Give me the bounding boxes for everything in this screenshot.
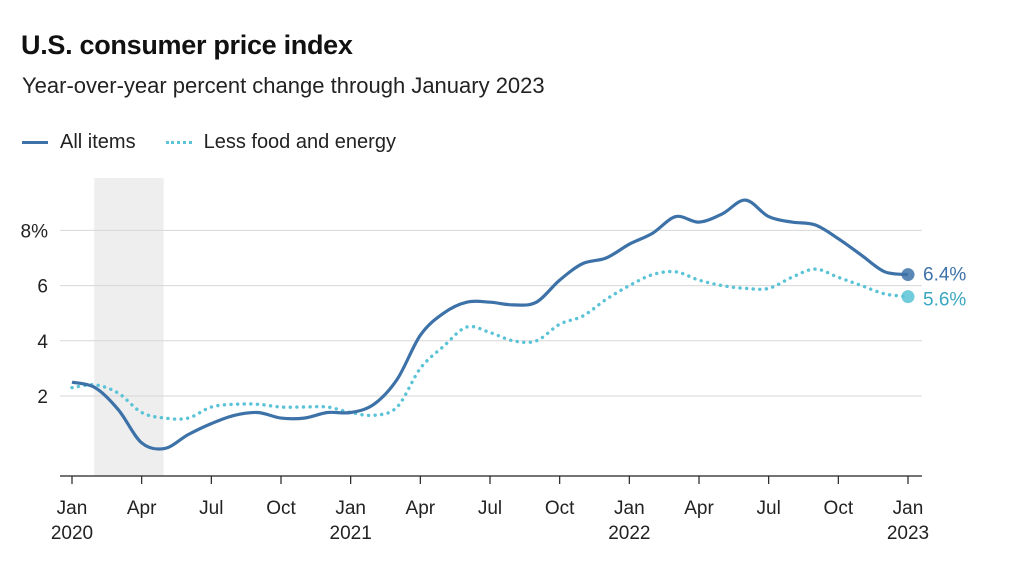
x-tick-label: Jan	[335, 498, 366, 519]
x-tick-year-label: 2020	[51, 523, 93, 544]
end-marker-all-items	[901, 268, 915, 282]
end-marker-less-food-and-energy	[901, 290, 915, 304]
legend-swatch-dotted-line	[165, 140, 192, 144]
legend: All items Less food and energy	[22, 128, 426, 156]
series-line-less-food-and-energy	[70, 267, 910, 421]
x-tick-label: Jan	[57, 498, 88, 519]
chart-title: U.S. consumer price index	[21, 30, 353, 60]
legend-item-all-items: All items	[22, 131, 136, 154]
y-tick-label: 8%	[21, 221, 49, 242]
shaded-period	[94, 178, 164, 476]
end-label-all-items: 6.4%	[923, 265, 966, 286]
y-tick-label: 6	[37, 277, 48, 298]
x-tick-label: Oct	[266, 498, 296, 519]
x-tick-label: Jul	[478, 498, 502, 519]
x-tick-year-label: 2022	[608, 523, 650, 544]
x-tick-label: Jan	[893, 498, 924, 519]
end-label-less-food-and-energy: 5.6%	[923, 290, 966, 311]
chart-subtitle: Year-over-year percent change through Ja…	[22, 73, 545, 98]
x-tick-label: Oct	[824, 498, 854, 519]
x-tick-label: Oct	[545, 498, 575, 519]
x-tick-label: Apr	[406, 498, 436, 519]
x-tick-label: Jan	[614, 498, 645, 519]
x-tick-year-label: 2023	[887, 523, 929, 544]
x-tick-year-label: 2021	[330, 523, 372, 544]
x-tick-label: Apr	[684, 498, 714, 519]
x-tick-label: Jul	[757, 498, 781, 519]
y-tick-label: 2	[37, 387, 48, 408]
x-tick-label: Jul	[199, 498, 223, 519]
legend-swatch-solid-line	[22, 140, 48, 144]
legend-label-less-food-and-energy: Less food and energy	[203, 130, 396, 153]
legend-label-all-items: All items	[60, 130, 136, 153]
series-line-all-items	[71, 198, 909, 451]
y-tick-label: 4	[37, 332, 48, 353]
x-tick-label: Apr	[127, 498, 157, 519]
legend-item-less-food-and-energy: Less food and energy	[165, 130, 396, 154]
